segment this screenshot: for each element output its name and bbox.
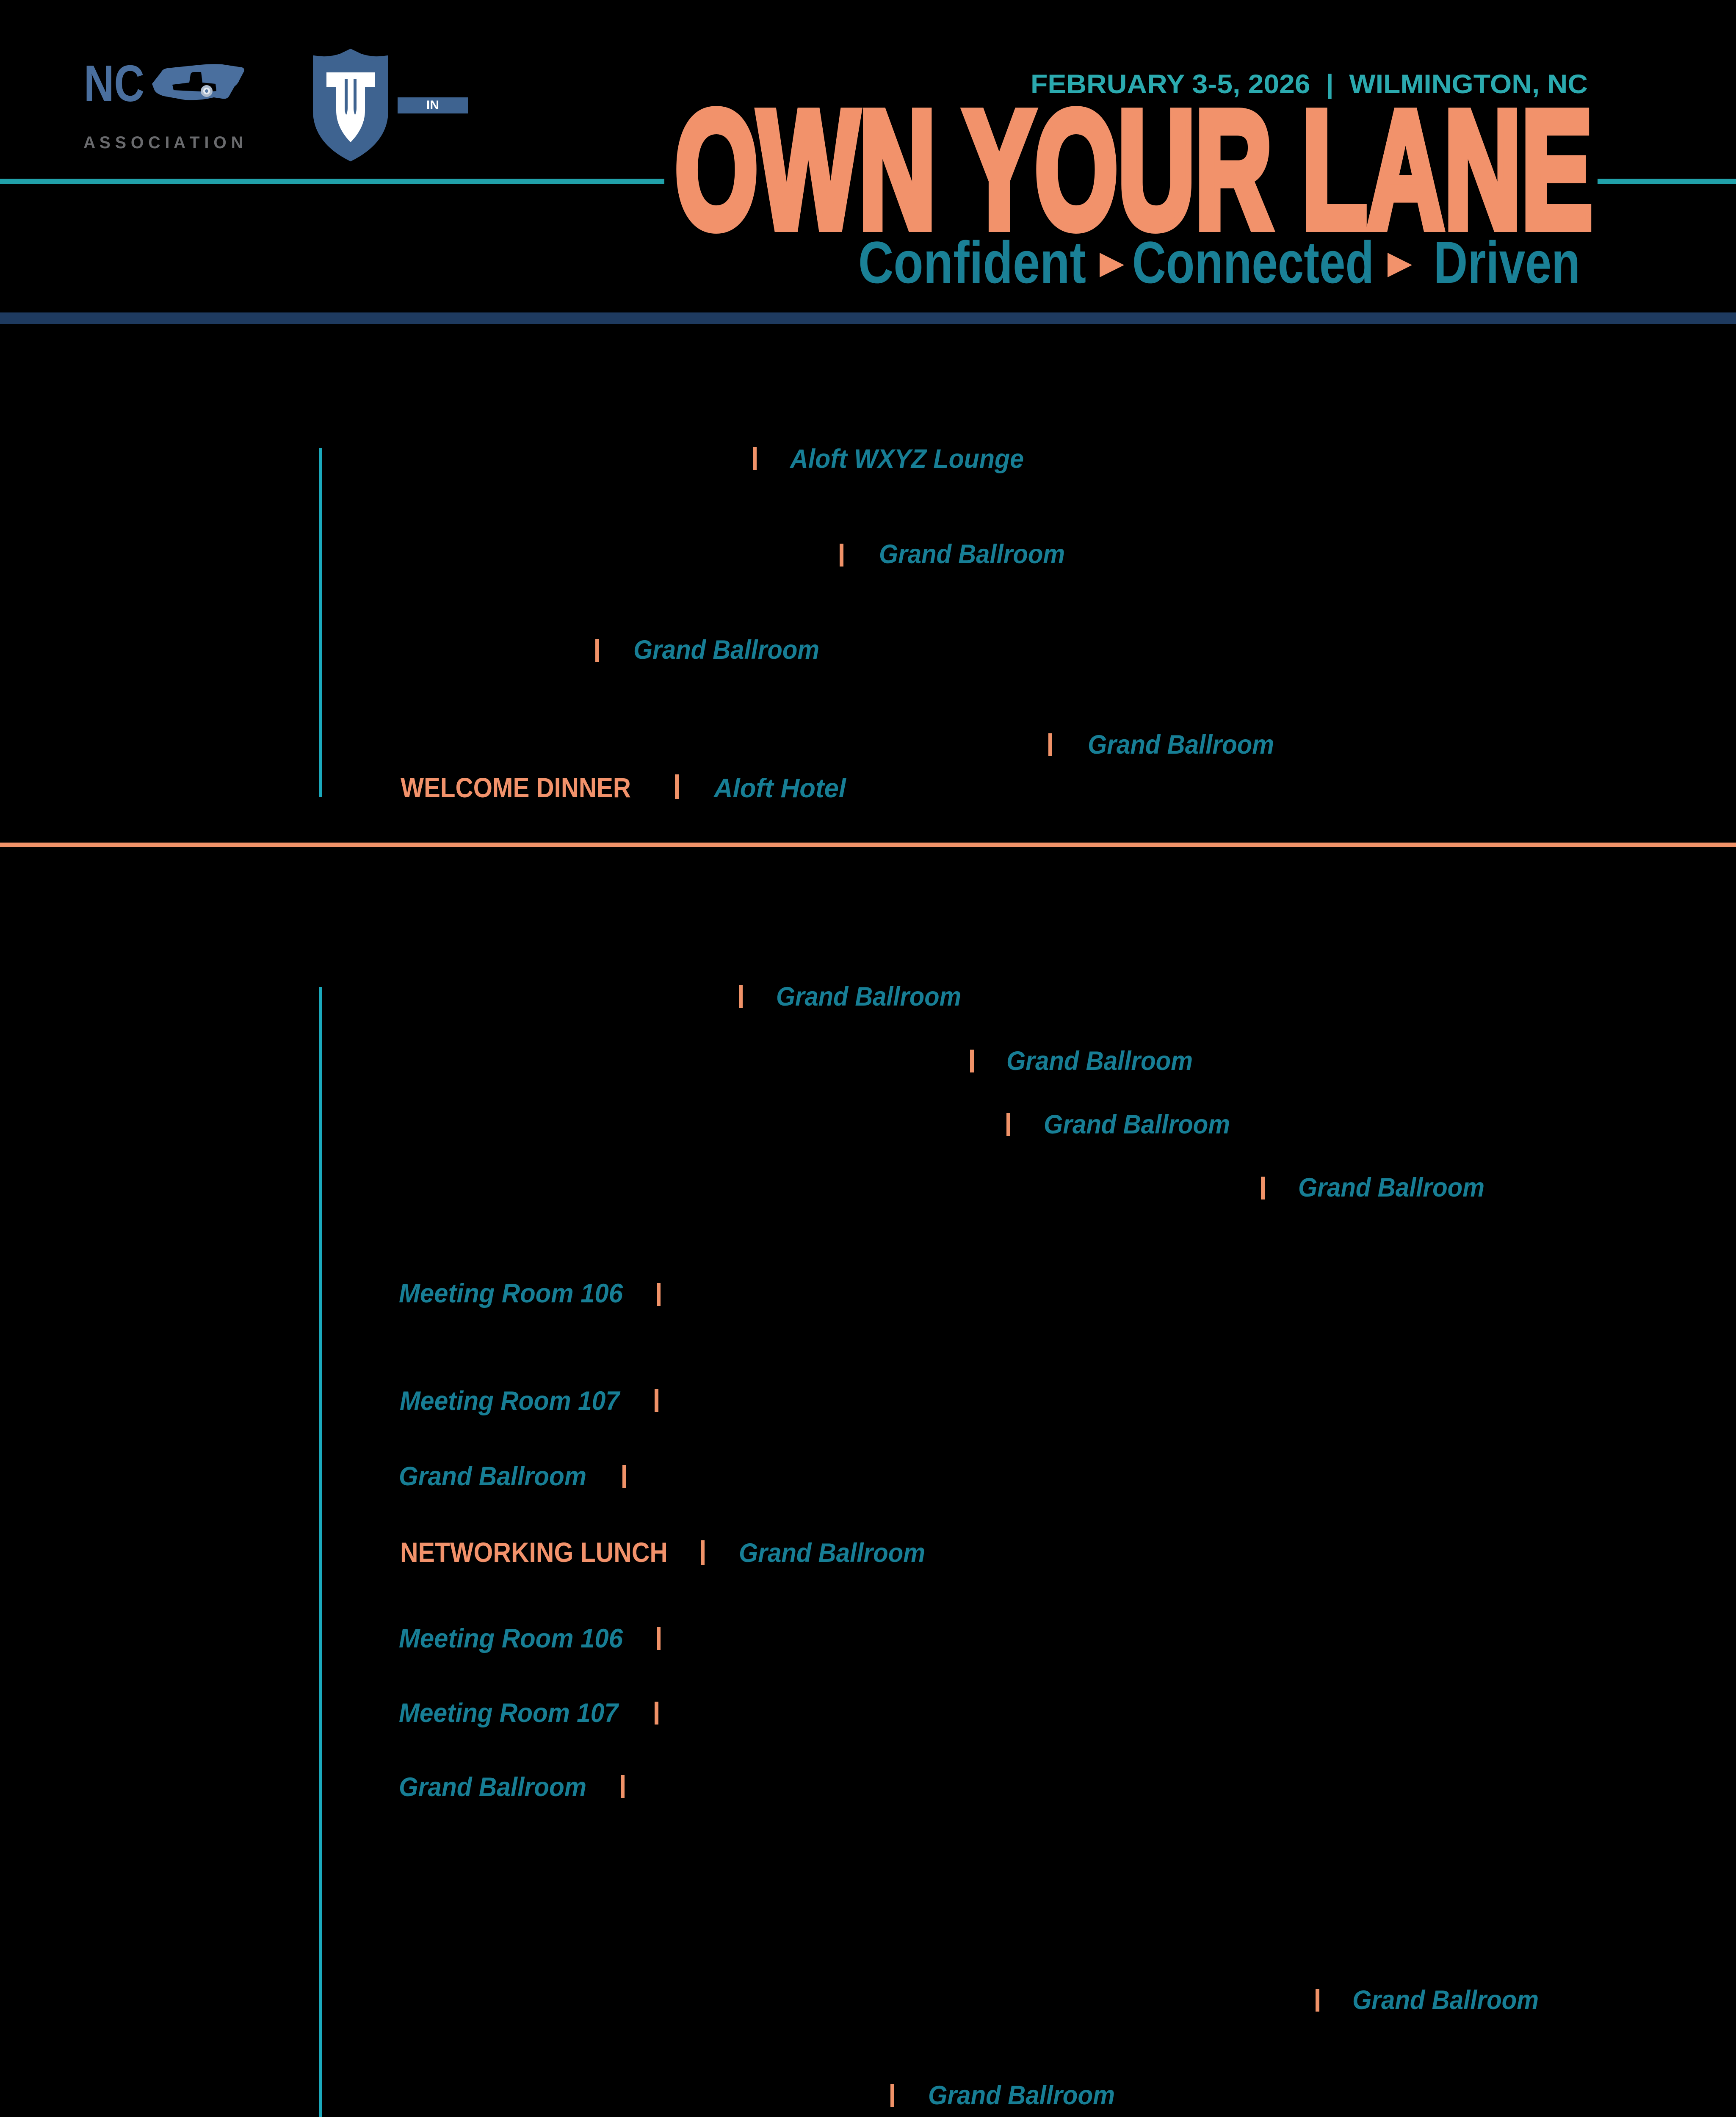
svg-text:Grand Ballroom: Grand Ballroom — [399, 1772, 586, 1802]
svg-text:IN: IN — [426, 98, 439, 112]
svg-text:Aloft WXYZ Lounge: Aloft WXYZ Lounge — [789, 444, 1024, 474]
svg-text:FEBRUARY 3-5, 2026 | WILMING: FEBRUARY 3-5, 2026 | WILMINGTON, NC — [1031, 69, 1588, 99]
svg-text:Grand Ballroom: Grand Ballroom — [1044, 1110, 1230, 1139]
svg-text:Grand Ballroom: Grand Ballroom — [1298, 1173, 1484, 1202]
svg-text:A S S O C I A T I O N: A S S O C I A T I O N — [83, 133, 243, 152]
svg-text:Grand Ballroom: Grand Ballroom — [399, 1462, 586, 1491]
svg-text:OWN YOUR LANE: OWN YOUR LANE — [675, 76, 1592, 263]
svg-text:NETWORKING LUNCH: NETWORKING LUNCH — [400, 1537, 668, 1568]
svg-text:NC: NC — [84, 55, 144, 112]
svg-text:Grand Ballroom: Grand Ballroom — [776, 982, 961, 1012]
svg-text:Confident: Confident — [858, 229, 1086, 296]
svg-text:Meeting Room 107: Meeting Room 107 — [400, 1386, 621, 1416]
svg-text:Grand Ballroom: Grand Ballroom — [1088, 730, 1274, 760]
svg-text:WELCOME DINNER: WELCOME DINNER — [401, 772, 631, 803]
svg-text:Driven: Driven — [1434, 229, 1580, 296]
svg-text:Meeting Room 107: Meeting Room 107 — [399, 1698, 619, 1728]
svg-text:Grand Ballroom: Grand Ballroom — [739, 1538, 925, 1568]
svg-text:Grand Ballroom: Grand Ballroom — [928, 2081, 1115, 2110]
svg-text:Grand Ballroom: Grand Ballroom — [879, 539, 1065, 569]
svg-text:Grand Ballroom: Grand Ballroom — [1352, 1985, 1539, 2015]
svg-text:Meeting Room 106: Meeting Room 106 — [399, 1279, 623, 1308]
svg-text:Aloft Hotel: Aloft Hotel — [713, 774, 846, 803]
svg-text:Grand Ballroom: Grand Ballroom — [633, 635, 819, 665]
svg-text:Meeting Room 106: Meeting Room 106 — [399, 1624, 623, 1653]
svg-text:Connected: Connected — [1132, 229, 1374, 296]
svg-text:Grand Ballroom: Grand Ballroom — [1006, 1046, 1193, 1076]
